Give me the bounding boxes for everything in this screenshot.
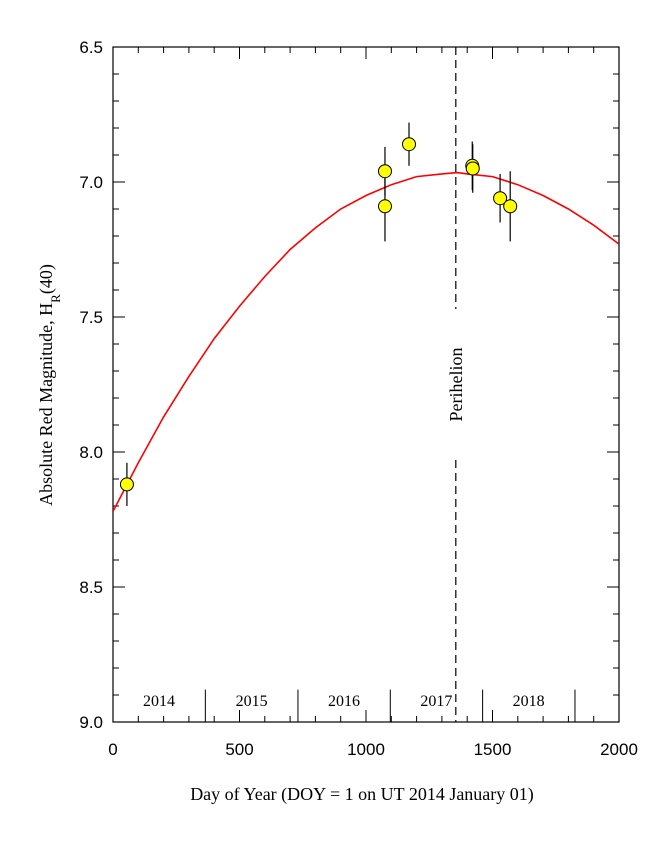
x-tick-label: 500 (225, 740, 253, 759)
y-axis-title-subscript: R (48, 294, 63, 303)
y-axis-title-main: Absolute Red Magnitude, H (36, 303, 56, 506)
x-tick-label: 1000 (347, 740, 385, 759)
plot-frame (112, 46, 620, 723)
perihelion-label: Perihelion (446, 348, 466, 422)
data-point (119, 477, 134, 492)
y-tick-label: 6.5 (79, 38, 103, 57)
y-tick-label: 7.5 (79, 308, 103, 327)
data-point (503, 199, 518, 214)
x-tick-label: 2000 (600, 740, 638, 759)
data-point (377, 199, 392, 214)
data-point (493, 191, 508, 206)
plot-area: 0 500 1000 1500 2000 6.5 7.0 7.5 8.0 8.5 9.0 2014 20… (79, 38, 638, 759)
y-axis-title: Absolute Red Magnitude, HR(40) (36, 264, 63, 506)
fit-curve (113, 171, 619, 512)
data-point (402, 137, 417, 152)
year-label: 2014 (143, 693, 175, 710)
y-axis-title-suffix: (40) (36, 264, 57, 294)
y-tick-label: 9.0 (79, 713, 103, 732)
x-axis-title: Day of Year (DOY = 1 on UT 2014 January … (190, 784, 534, 805)
year-label: 2018 (513, 693, 545, 710)
x-tick-label: 0 (108, 740, 117, 759)
x-tick-label: 1500 (474, 740, 512, 759)
y-tick-label: 8.5 (79, 578, 103, 597)
year-label: 2016 (328, 693, 360, 710)
data-point (465, 161, 480, 176)
data-point (377, 164, 392, 179)
year-label: 2015 (236, 693, 268, 710)
year-label: 2017 (420, 693, 452, 710)
y-tick-label: 7.0 (79, 173, 103, 192)
y-tick-label: 8.0 (79, 443, 103, 462)
